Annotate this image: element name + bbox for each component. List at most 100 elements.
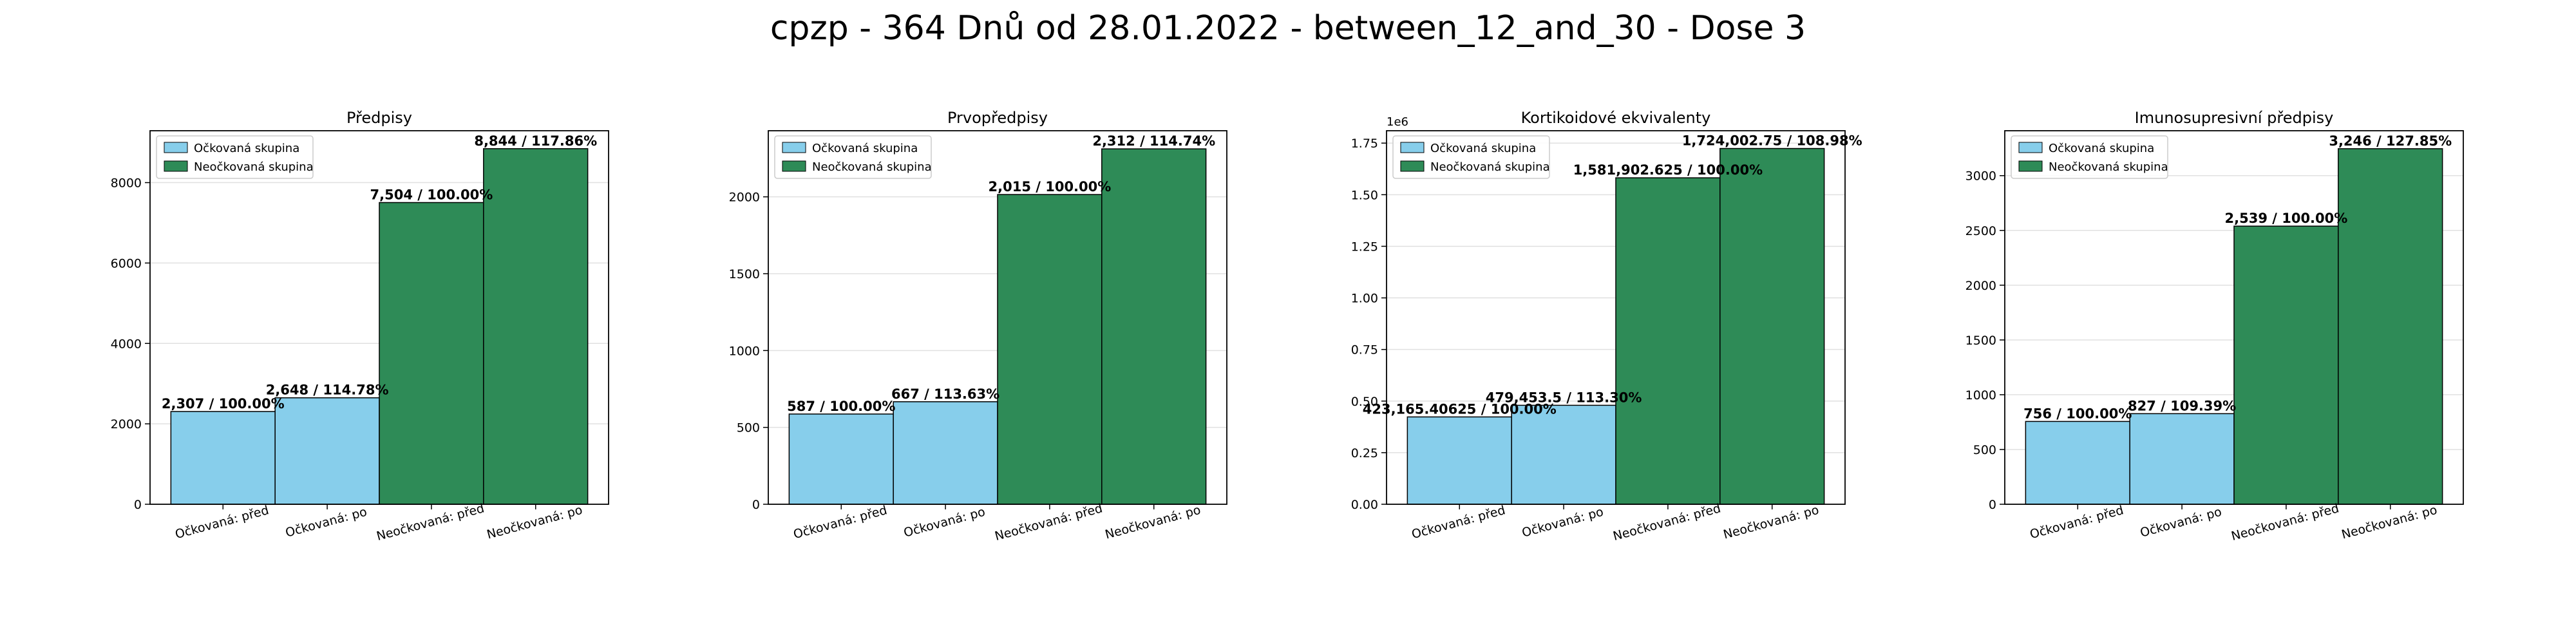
y-tick-label: 1000 bbox=[729, 344, 760, 358]
x-tick-label: Očkovaná: po bbox=[284, 505, 368, 540]
bar bbox=[893, 401, 998, 505]
legend-box bbox=[156, 135, 314, 179]
x-tick-label: Neočkovaná: před bbox=[2230, 501, 2340, 544]
chart-title: Předpisy bbox=[346, 109, 412, 127]
x-tick-label: Neočkovaná: po bbox=[1104, 503, 1202, 542]
y-tick-label: 1.25 bbox=[1351, 240, 1378, 254]
axis-offset-text: 1e6 bbox=[1387, 115, 1408, 129]
legend-label: Neočkovaná skupina bbox=[194, 160, 314, 174]
legend-swatch bbox=[782, 160, 806, 172]
y-tick-label: 500 bbox=[1973, 443, 1996, 457]
bar bbox=[1511, 404, 1616, 505]
y-tick-label: 8000 bbox=[111, 176, 142, 191]
bar-value-label: 667 / 113.63% bbox=[891, 386, 999, 402]
x-tick-label: Očkovaná: po bbox=[902, 505, 987, 540]
bar-value-label: 2,648 / 114.78% bbox=[266, 383, 389, 398]
bar-value-label: 587 / 100.00% bbox=[787, 399, 895, 414]
bar-value-label: 8,844 / 117.86% bbox=[474, 133, 597, 149]
y-tick-label: 0.00 bbox=[1351, 498, 1378, 512]
bar-value-label: 2,015 / 100.00% bbox=[989, 179, 1112, 194]
y-tick-label: 0.25 bbox=[1351, 446, 1378, 460]
legend-box bbox=[2011, 135, 2168, 179]
x-tick-label: Očkovaná: před bbox=[174, 503, 270, 542]
y-tick-label: 1500 bbox=[729, 267, 760, 281]
figure-title: cpzp - 364 Dnů od 28.01.2022 - between_1… bbox=[770, 9, 1806, 48]
bar bbox=[2025, 421, 2130, 505]
x-tick-label: Očkovaná: před bbox=[792, 503, 889, 542]
bar-value-label: 3,246 / 127.85% bbox=[2329, 133, 2452, 149]
x-tick-label: Očkovaná: po bbox=[2139, 505, 2223, 540]
bar bbox=[483, 148, 589, 505]
y-tick-label: 4000 bbox=[111, 337, 142, 351]
legend-swatch bbox=[1400, 160, 1425, 172]
legend-label: Neočkovaná skupina bbox=[812, 160, 932, 174]
bar bbox=[1406, 416, 1512, 505]
bar-value-label: 2,539 / 100.00% bbox=[2225, 211, 2348, 226]
legend-swatch bbox=[164, 142, 188, 153]
x-tick-label: Očkovaná: po bbox=[1520, 505, 1605, 540]
bar-value-label: 1,581,902.625 / 100.00% bbox=[1573, 162, 1763, 178]
x-tick-label: Neočkovaná: před bbox=[375, 501, 486, 544]
y-tick-label: 2000 bbox=[1965, 279, 1996, 293]
bar-value-label: 1,724,002.75 / 108.98% bbox=[1682, 133, 1862, 149]
y-tick-label: 2000 bbox=[729, 191, 760, 205]
y-tick-label: 1.50 bbox=[1351, 188, 1378, 202]
y-tick-label: 0.75 bbox=[1351, 343, 1378, 357]
legend-swatch bbox=[782, 142, 806, 153]
y-tick-label: 1500 bbox=[1965, 334, 1996, 348]
bar-value-label: 2,312 / 114.74% bbox=[1092, 133, 1215, 149]
chart-title: Prvopředpisy bbox=[947, 109, 1048, 127]
legend-swatch bbox=[1400, 142, 1425, 153]
axes-frame bbox=[768, 130, 1227, 505]
bar bbox=[170, 411, 276, 505]
legend-swatch bbox=[2018, 160, 2043, 172]
y-tick-label: 0 bbox=[752, 498, 760, 512]
legend-box bbox=[774, 135, 932, 179]
bar bbox=[1615, 177, 1721, 505]
x-tick-label: Neočkovaná: po bbox=[1722, 503, 1821, 542]
bar bbox=[274, 397, 380, 505]
bar-value-label: 756 / 100.00% bbox=[2023, 406, 2132, 421]
chart-title: Kortikoidové ekvivalenty bbox=[1521, 109, 1711, 127]
bar bbox=[2233, 225, 2339, 505]
legend-label: Očkovaná skupina bbox=[812, 142, 918, 155]
bar-value-label: 827 / 109.39% bbox=[2128, 398, 2236, 413]
axes-frame bbox=[1386, 130, 1846, 505]
bar bbox=[788, 413, 894, 505]
legend-label: Očkovaná skupina bbox=[1430, 142, 1536, 155]
bar bbox=[379, 202, 484, 505]
y-tick-label: 1000 bbox=[1965, 388, 1996, 402]
y-tick-label: 2500 bbox=[1965, 224, 1996, 238]
x-tick-label: Neočkovaná: před bbox=[1611, 501, 1722, 544]
x-tick-label: Neočkovaná: po bbox=[2340, 503, 2439, 542]
bar bbox=[2129, 413, 2235, 505]
bar bbox=[997, 194, 1103, 505]
y-tick-label: 0.50 bbox=[1351, 395, 1378, 409]
y-tick-label: 2000 bbox=[111, 417, 142, 431]
legend-box bbox=[1392, 135, 1550, 179]
legend-label: Očkovaná skupina bbox=[2049, 142, 2154, 155]
y-tick-label: 1.75 bbox=[1351, 137, 1378, 151]
y-tick-label: 500 bbox=[737, 421, 760, 435]
y-tick-label: 6000 bbox=[111, 256, 142, 270]
x-tick-label: Neočkovaná: před bbox=[993, 501, 1104, 544]
bar bbox=[1719, 147, 1825, 505]
axes-frame bbox=[149, 130, 609, 505]
x-tick-label: Očkovaná: před bbox=[1410, 503, 1507, 542]
bar bbox=[2338, 148, 2443, 505]
chart-title: Imunosupresivní předpisy bbox=[2135, 109, 2334, 127]
bar-value-label: 2,307 / 100.00% bbox=[162, 396, 285, 412]
x-tick-label: Neočkovaná: po bbox=[486, 503, 584, 542]
y-tick-label: 1.00 bbox=[1351, 292, 1378, 306]
legend-label: Neočkovaná skupina bbox=[1430, 160, 1550, 174]
y-tick-label: 0 bbox=[134, 498, 142, 512]
x-tick-label: Očkovaná: před bbox=[2029, 503, 2125, 542]
bar-value-label: 7,504 / 100.00% bbox=[370, 187, 493, 203]
axes-frame bbox=[2004, 130, 2464, 505]
legend-swatch bbox=[164, 160, 188, 172]
legend-swatch bbox=[2018, 142, 2043, 153]
legend-label: Neočkovaná skupina bbox=[2049, 160, 2168, 174]
y-tick-label: 3000 bbox=[1965, 169, 1996, 184]
y-tick-label: 0 bbox=[1989, 498, 1996, 512]
bar-value-label: 479,453.5 / 113.30% bbox=[1486, 390, 1642, 405]
